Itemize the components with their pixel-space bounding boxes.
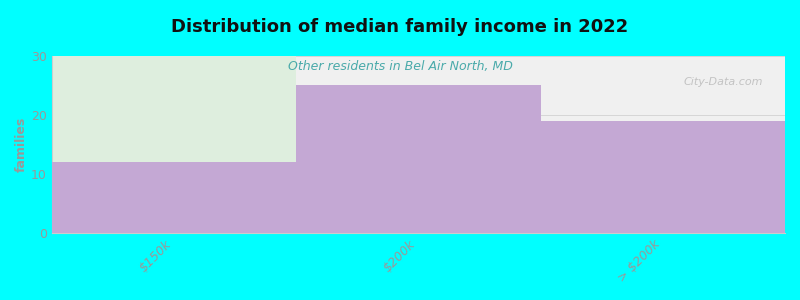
- Bar: [296, 85, 541, 233]
- Text: Other residents in Bel Air North, MD: Other residents in Bel Air North, MD: [287, 60, 513, 73]
- Bar: [541, 121, 785, 233]
- Bar: [51, 56, 296, 162]
- Y-axis label: families: families: [15, 117, 28, 172]
- Text: City-Data.com: City-Data.com: [683, 77, 763, 87]
- Bar: [51, 162, 296, 233]
- Text: Distribution of median family income in 2022: Distribution of median family income in …: [171, 18, 629, 36]
